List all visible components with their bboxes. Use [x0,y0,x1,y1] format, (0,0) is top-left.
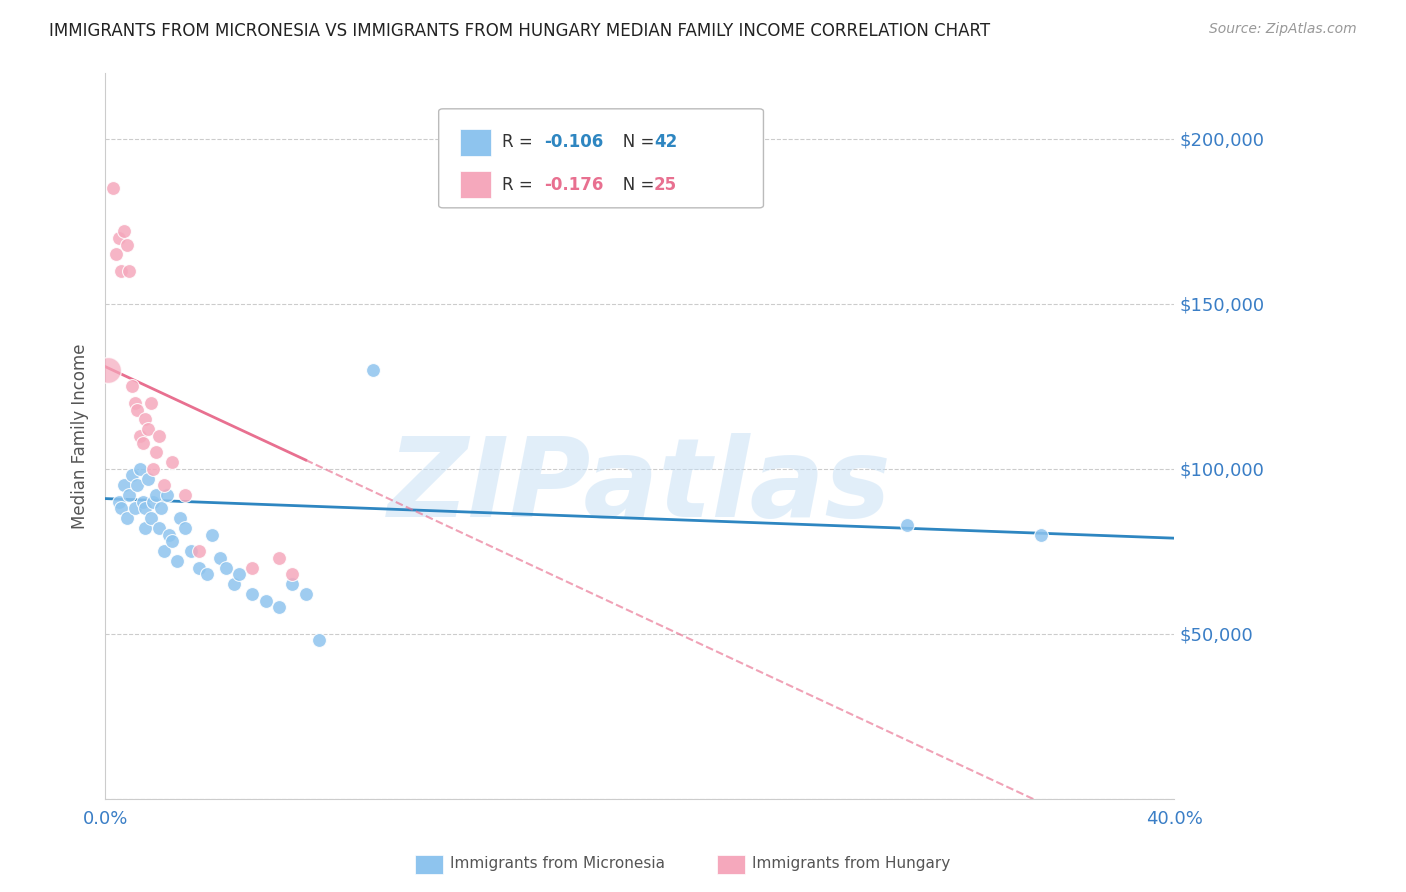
Point [124,396,146,410]
Point [267,551,290,566]
Point [118,488,141,502]
Point [110,501,132,516]
Text: N =: N = [607,176,659,194]
Point [115,237,138,252]
Point [195,567,218,582]
Point [145,445,167,459]
Point [134,501,156,516]
Point [118,264,141,278]
Point [157,528,180,542]
Text: R =: R = [502,134,538,152]
Point [150,501,173,516]
Point [209,551,232,566]
Point [148,521,170,535]
Point [107,231,129,245]
Point [107,495,129,509]
Point [97,363,120,377]
Point [127,478,149,492]
Point [896,518,918,533]
Point [201,528,224,542]
Text: IMMIGRANTS FROM MICRONESIA VS IMMIGRANTS FROM HUNGARY MEDIAN FAMILY INCOME CORRE: IMMIGRANTS FROM MICRONESIA VS IMMIGRANTS… [49,22,990,40]
Text: 25: 25 [654,176,676,194]
Point [174,488,197,502]
Point [214,561,236,575]
Point [136,422,159,436]
Point [361,363,384,377]
Point [124,501,146,516]
Point [153,544,176,558]
Point [127,402,149,417]
Point [153,478,176,492]
Text: -0.176: -0.176 [544,176,603,194]
Point [160,455,183,469]
Point [131,435,153,450]
Point [156,488,179,502]
Point [142,462,165,476]
Point [129,429,152,443]
Point [110,264,132,278]
Point [1029,528,1052,542]
Point [121,379,143,393]
Point [160,534,183,549]
Point [166,554,188,568]
Point [294,587,316,601]
Point [103,181,125,195]
Point [240,587,263,601]
Point [180,544,202,558]
Point [254,594,277,608]
Text: R =: R = [502,176,538,194]
Point [104,247,127,261]
Text: -0.106: -0.106 [544,134,603,152]
Point [112,224,135,238]
Point [174,521,197,535]
Text: Immigrants from Micronesia: Immigrants from Micronesia [450,856,665,871]
Point [134,412,156,426]
Point [169,511,191,525]
Text: Immigrants from Hungary: Immigrants from Hungary [752,856,950,871]
Point [145,488,167,502]
Point [139,511,162,525]
Text: 42: 42 [654,134,678,152]
Point [240,561,263,575]
Point [112,478,135,492]
Point [148,429,170,443]
Y-axis label: Median Family Income: Median Family Income [72,343,89,529]
Point [136,472,159,486]
Point [131,495,153,509]
Text: ZIPatlas: ZIPatlas [388,434,891,541]
Point [142,495,165,509]
Point [267,600,290,615]
Point [139,396,162,410]
Point [308,633,330,648]
Point [129,462,152,476]
Point [281,577,304,591]
Point [134,521,156,535]
Point [121,468,143,483]
Point [222,577,245,591]
Point [115,511,138,525]
Point [187,544,209,558]
Text: Source: ZipAtlas.com: Source: ZipAtlas.com [1209,22,1357,37]
Point [187,561,209,575]
Point [281,567,304,582]
Point [228,567,250,582]
Text: N =: N = [607,134,659,152]
